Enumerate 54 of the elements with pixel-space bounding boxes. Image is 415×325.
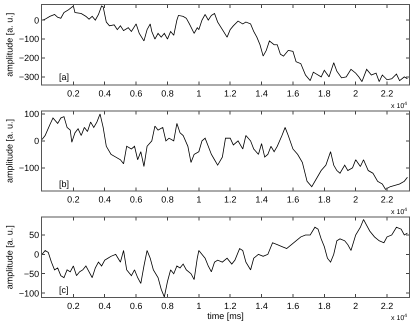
- y-tick-label: −200: [18, 53, 40, 64]
- x-tick-label: 0.4: [98, 194, 111, 205]
- x-tick-label: 2: [353, 300, 358, 311]
- x-tick-label: 1: [196, 88, 202, 98]
- y-tick-label: −300: [18, 72, 40, 82]
- y-tick-label: −100: [18, 288, 40, 298]
- x-tick-label: 0.6: [130, 88, 142, 98]
- x-tick-label: 1.4: [255, 300, 268, 311]
- x-tick-label: 1.4: [255, 194, 268, 205]
- annotation: [b]: [59, 179, 70, 189]
- x-tick-label: 0.6: [130, 194, 142, 205]
- y-axis-title: amplitude [a. u.]: [4, 118, 14, 184]
- y-tick-label: 0: [34, 15, 40, 26]
- x-tick-label: 0.8: [161, 300, 174, 311]
- y-axis-title: amplitude [a. u.]: [4, 12, 14, 77]
- x-tick-label: 2.2: [380, 300, 394, 311]
- x-tick-label: 2.2: [380, 88, 394, 98]
- y-tick-label: 0: [34, 136, 40, 146]
- x-tick-label: 1.8: [318, 300, 331, 311]
- y-tick-label: 50: [29, 230, 40, 240]
- x-tick-label: 1.6: [286, 88, 300, 98]
- x-tick-label: 1.8: [318, 88, 331, 98]
- x-tick-label: 2: [353, 194, 358, 205]
- x-tick-label: 0.2: [67, 88, 80, 98]
- x-tick-label: 1: [196, 300, 202, 311]
- x-tick-label: 1.6: [286, 194, 300, 205]
- x-tick-label: 0.8: [161, 88, 174, 98]
- y-tick-label: 0: [34, 250, 40, 260]
- x-tick-label: 1.8: [318, 194, 331, 205]
- x-tick-label: 1.2: [224, 194, 236, 205]
- annotation: [c]: [59, 285, 69, 295]
- y-axis-title: amplitude [a. u.]: [4, 225, 14, 290]
- line-series: [42, 114, 408, 190]
- y-tick-label: −100: [18, 162, 40, 173]
- y-tick-label: −50: [24, 268, 40, 279]
- annotation: [a]: [59, 72, 70, 82]
- x-tick-label: 1.2: [224, 88, 236, 98]
- x-tick-label: 1: [196, 194, 202, 205]
- x-tick-label: 1.4: [255, 88, 268, 98]
- x-tick-label: 0.8: [161, 194, 174, 205]
- y-tick-label: −100: [18, 34, 40, 44]
- x-tick-label: 2.2: [380, 194, 394, 205]
- line-series: [42, 219, 408, 297]
- x-tick-label: 1.2: [224, 300, 236, 311]
- x-tick-label: 0.4: [98, 300, 111, 311]
- line-series: [42, 6, 408, 82]
- y-tick-label: 100: [24, 109, 40, 120]
- x-tick-label: 2: [353, 88, 358, 98]
- x-tick-label: 0.2: [67, 194, 80, 205]
- x-axis-title: time [ms]: [207, 310, 244, 321]
- x-tick-label: 0.2: [67, 300, 80, 311]
- x-tick-label: 0.6: [130, 300, 142, 311]
- x-tick-label: 0.4: [98, 88, 111, 98]
- x-tick-label: 1.6: [286, 300, 300, 311]
